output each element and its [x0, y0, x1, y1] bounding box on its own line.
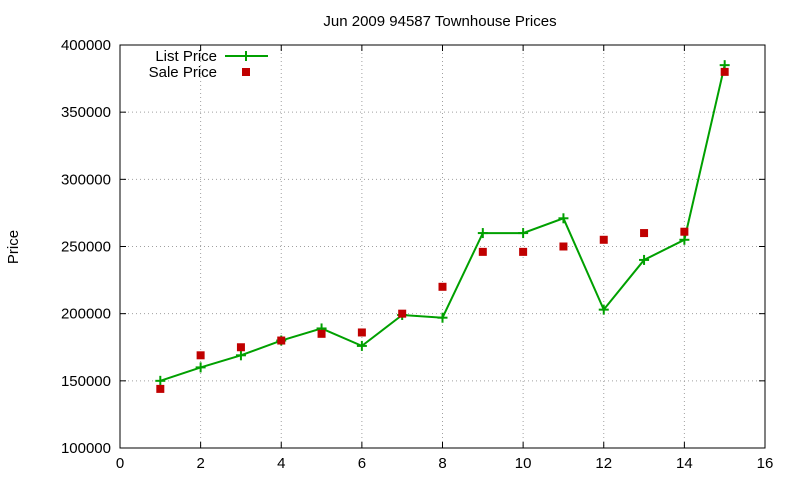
- data-point-sale-price: [398, 309, 407, 318]
- y-tick-label: 250000: [61, 239, 111, 256]
- chart-title: Jun 2009 94587 Townhouse Prices: [323, 13, 556, 30]
- axis-ticks: 0 2 4 6 8 10 12 14 16 100000 150000 200000 250000 300…: [61, 37, 773, 472]
- legend-sample-plus: [241, 51, 251, 61]
- data-point-list-price: [598, 304, 609, 315]
- data-point-list-price: [356, 340, 367, 351]
- y-tick-label: 350000: [61, 104, 111, 121]
- legend-entry-list-price: List Price: [155, 48, 217, 65]
- x-tick-label: 6: [358, 455, 366, 472]
- data-point-list-price: [558, 213, 569, 224]
- legend-entry-sale-price: Sale Price: [149, 64, 217, 81]
- x-tick-label: 8: [438, 455, 446, 472]
- data-point-sale-price: [357, 328, 366, 337]
- series-1: [156, 67, 729, 393]
- data-point-list-price: [235, 350, 246, 361]
- data-point-sale-price: [519, 247, 528, 256]
- series-layer: [155, 60, 730, 393]
- y-tick-label: 300000: [61, 171, 111, 188]
- x-tick-label: 12: [595, 455, 612, 472]
- x-tick-label: 14: [676, 455, 693, 472]
- x-tick-label: 10: [515, 455, 532, 472]
- data-point-list-price: [639, 254, 650, 265]
- y-tick-label: 150000: [61, 373, 111, 390]
- data-point-sale-price: [277, 336, 286, 345]
- data-point-sale-price: [317, 329, 326, 338]
- data-point-sale-price: [720, 67, 729, 76]
- data-point-sale-price: [599, 235, 608, 244]
- y-axis-label: Price: [5, 230, 22, 264]
- data-point-sale-price: [640, 229, 649, 238]
- x-tick-label: 2: [196, 455, 204, 472]
- x-tick-label: 16: [757, 455, 774, 472]
- x-tick-label: 4: [277, 455, 285, 472]
- data-point-sale-price: [559, 242, 568, 251]
- legend-sample-square: [242, 68, 250, 76]
- data-point-sale-price: [680, 227, 689, 236]
- data-point-list-price: [437, 312, 448, 323]
- legend: List Price Sale Price: [149, 48, 268, 81]
- data-point-sale-price: [236, 343, 245, 352]
- y-tick-label: 100000: [61, 440, 111, 457]
- y-tick-label: 400000: [61, 37, 111, 54]
- data-point-sale-price: [156, 384, 165, 393]
- data-point-sale-price: [196, 351, 205, 360]
- data-point-list-price: [155, 375, 166, 386]
- data-point-list-price: [477, 228, 488, 239]
- x-tick-label: 0: [116, 455, 124, 472]
- grid-lines: [120, 45, 765, 448]
- data-point-list-price: [518, 228, 529, 239]
- data-point-list-price: [195, 362, 206, 373]
- data-point-sale-price: [438, 282, 447, 291]
- data-point-sale-price: [478, 247, 487, 256]
- y-tick-label: 200000: [61, 306, 111, 323]
- data-point-list-price: [679, 234, 690, 245]
